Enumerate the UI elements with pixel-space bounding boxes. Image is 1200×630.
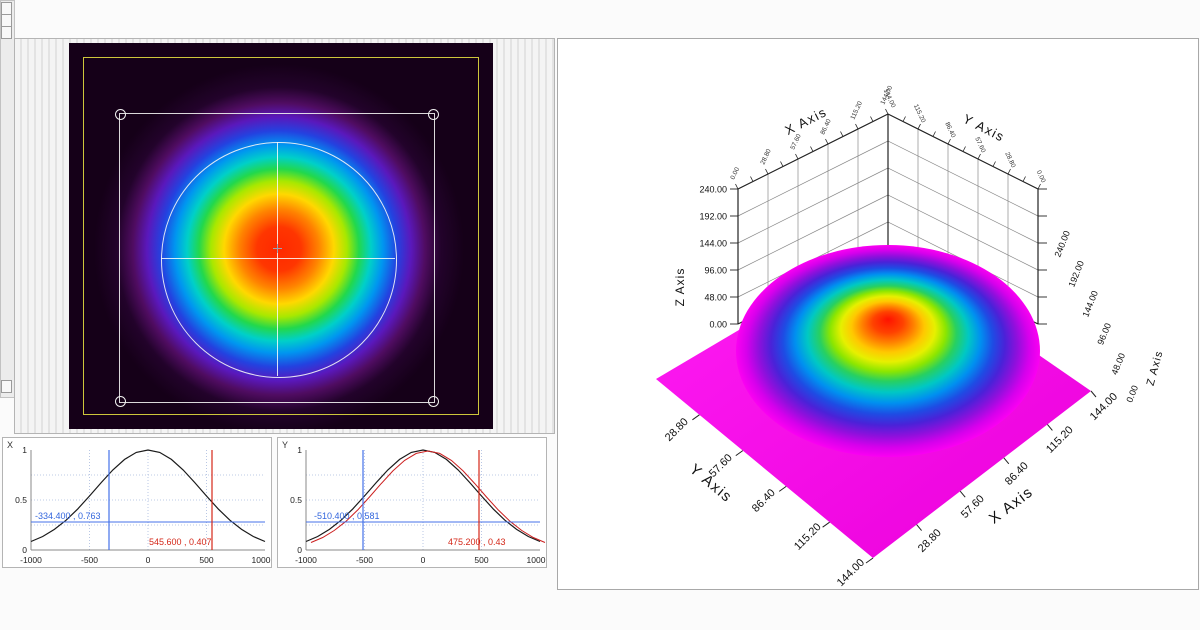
selection-handle-tr[interactable] (428, 109, 439, 120)
selection-rectangle[interactable] (115, 109, 439, 407)
svg-text:28.80: 28.80 (916, 527, 944, 555)
y-axes-lines (305, 450, 540, 551)
selection-handle-br[interactable] (428, 396, 439, 407)
svg-text:240.00: 240.00 (699, 185, 727, 195)
svg-text:48.00: 48.00 (704, 293, 727, 303)
svg-text:96.00: 96.00 (704, 266, 727, 276)
rail-button-4[interactable] (1, 380, 12, 393)
svg-text:1: 1 (297, 445, 302, 455)
aperture-circle[interactable] (161, 142, 397, 378)
svg-text:96.00: 96.00 (1095, 322, 1113, 347)
svg-text:-1000: -1000 (295, 555, 317, 565)
top-axis-ticks (735, 108, 1041, 190)
x-cursor-blue-readout: -334.400 , 0.763 (35, 511, 101, 521)
beam-2d-panel (14, 38, 555, 434)
z-axis-ticks-right (1038, 188, 1047, 325)
left-tool-rail (0, 0, 15, 398)
svg-text:86.40: 86.40 (750, 487, 778, 515)
beam-3d-panel: 0.00 28.80 57.60 86.40 115.20 144.00 144… (557, 38, 1199, 590)
svg-text:0: 0 (22, 545, 27, 555)
svg-text:0.5: 0.5 (290, 495, 302, 505)
y-profile-label: Y (282, 440, 288, 450)
svg-text:500: 500 (474, 555, 488, 565)
svg-text:115.20: 115.20 (849, 100, 864, 121)
svg-text:28.80: 28.80 (1003, 151, 1016, 169)
svg-text:0: 0 (146, 555, 151, 565)
svg-text:28.80: 28.80 (663, 416, 691, 444)
y-gaussian-curve (305, 449, 541, 543)
x-xaxis-ticks: -1000 -500 0 500 1000 (20, 555, 271, 565)
svg-text:0.5: 0.5 (15, 495, 27, 505)
selection-handle-bl[interactable] (115, 396, 126, 407)
z-axis-ticks-left (730, 188, 738, 325)
svg-text:86.40: 86.40 (943, 121, 956, 139)
x-axis-ticks-bottom (916, 390, 1097, 531)
svg-text:57.60: 57.60 (973, 136, 986, 154)
y-cursor-red-readout: 475.200 , 0.43 (448, 537, 506, 547)
svg-text:28.80: 28.80 (759, 148, 772, 166)
svg-text:115.20: 115.20 (792, 521, 824, 553)
svg-text:240.00: 240.00 (1052, 229, 1072, 258)
z-axis-label-right: Z Axis (1145, 349, 1166, 387)
x-axis-label-bottom: X Axis (986, 483, 1037, 527)
y-cursor-blue-readout: -510.400 , 0.581 (314, 511, 380, 521)
beam-3d-plot[interactable]: 0.00 28.80 57.60 86.40 115.20 144.00 144… (558, 39, 1198, 589)
svg-text:1: 1 (22, 445, 27, 455)
x-profile-label: X (7, 440, 13, 450)
y-gaussian-fit-curve (310, 450, 546, 543)
x-gaussian-curve (30, 449, 266, 543)
svg-text:0.00: 0.00 (1035, 169, 1047, 184)
y-yaxis-ticks: 1 0.5 0 (290, 445, 302, 555)
centroid-marker-v (277, 244, 278, 253)
x-profile-panel: X -334.400 , 0.763 545.600 , 0.407 1 0.5… (2, 437, 272, 568)
svg-text:0.00: 0.00 (709, 320, 727, 330)
svg-text:57.60: 57.60 (959, 493, 987, 521)
y-xaxis-ticks: -1000 -500 0 500 1000 (295, 555, 546, 565)
z-axis-label-left: Z Axis (673, 268, 687, 307)
rail-button-3[interactable] (1, 26, 12, 39)
x-axes-lines (30, 450, 265, 551)
top-y-tick-labels: 144.00 115.20 86.40 57.60 28.80 0.00 (882, 88, 1047, 184)
x-cursor-red-readout: 545.600 , 0.407 (149, 537, 212, 547)
gaussian-bell-surface[interactable] (736, 245, 1040, 457)
svg-text:0.00: 0.00 (1124, 384, 1140, 404)
crosshair-horizontal[interactable] (161, 258, 395, 259)
y-axis-ticks-bottom (692, 414, 874, 564)
svg-text:144.00: 144.00 (699, 239, 727, 249)
x-grid (31, 450, 265, 550)
svg-text:-1000: -1000 (20, 555, 42, 565)
svg-text:500: 500 (199, 555, 213, 565)
svg-text:144.00: 144.00 (1088, 391, 1120, 423)
y-grid (306, 450, 540, 550)
x-yaxis-ticks: 1 0.5 0 (15, 445, 27, 555)
svg-text:0: 0 (421, 555, 426, 565)
svg-text:86.40: 86.40 (1003, 460, 1031, 488)
svg-text:115.20: 115.20 (912, 103, 927, 124)
svg-text:1000: 1000 (252, 555, 271, 565)
beam-2d-image[interactable] (69, 43, 493, 429)
y-profile-panel: Y -510.400 , 0.581 475.200 , 0.43 1 0.5 … (277, 437, 547, 568)
svg-text:144.00: 144.00 (1080, 289, 1100, 318)
svg-text:115.20: 115.20 (1044, 424, 1076, 456)
selection-handle-tl[interactable] (115, 109, 126, 120)
crosshair-vertical[interactable] (277, 142, 278, 376)
svg-text:1000: 1000 (527, 555, 546, 565)
roi-yellow-rectangle[interactable] (83, 57, 479, 415)
z-tick-labels-left: 240.00 192.00 144.00 96.00 48.00 0.00 (699, 185, 727, 330)
svg-text:-500: -500 (356, 555, 373, 565)
svg-text:192.00: 192.00 (699, 212, 727, 222)
x-profile-plot[interactable]: X -334.400 , 0.763 545.600 , 0.407 1 0.5… (3, 438, 271, 567)
svg-text:48.00: 48.00 (1109, 352, 1127, 377)
svg-text:0: 0 (297, 545, 302, 555)
top-x-tick-labels: 0.00 28.80 57.60 86.40 115.20 144.00 (729, 85, 894, 181)
y-axis-label-top: Y Axis (961, 111, 1008, 145)
svg-text:-500: -500 (81, 555, 98, 565)
y-profile-plot[interactable]: Y -510.400 , 0.581 475.200 , 0.43 1 0.5 … (278, 438, 546, 567)
svg-text:0.00: 0.00 (729, 166, 741, 181)
svg-text:144.00: 144.00 (835, 557, 867, 589)
svg-text:192.00: 192.00 (1066, 259, 1086, 288)
